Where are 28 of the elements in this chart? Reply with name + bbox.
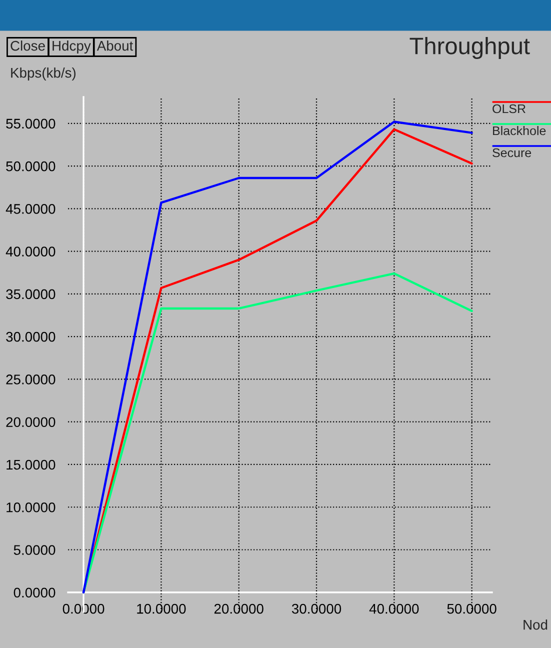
x-tick-label: 10.0000 xyxy=(137,604,186,614)
y-tick-label: 25.0000 xyxy=(6,374,56,384)
legend-label: OLSR xyxy=(492,104,526,114)
y-tick-label: 45.0000 xyxy=(6,204,56,214)
text: About xyxy=(96,40,134,51)
line-series xyxy=(82,272,473,594)
x-tick-label: 0.0000 xyxy=(62,604,104,614)
y-tick-label: 10.0000 xyxy=(6,502,56,512)
y-tick-label: 35.0000 xyxy=(6,289,56,300)
y-tick-label: 15.0000 xyxy=(6,460,56,470)
y-tick-label: 0.0000 xyxy=(14,588,56,598)
y-tick-label: 55.0000 xyxy=(6,118,56,129)
x-tick-label: 30.0000 xyxy=(292,604,342,614)
legend-label: Secure xyxy=(492,148,532,158)
text: Close xyxy=(10,40,45,51)
x-tick-label: 20.0000 xyxy=(214,604,264,614)
x-axis-title: Nod xyxy=(524,620,548,630)
x-tick-label: 40.0000 xyxy=(369,604,419,614)
y-tick-label: 40.0000 xyxy=(6,246,56,256)
text: Hdcpy xyxy=(52,40,91,54)
y-tick-label: 20.0000 xyxy=(6,417,56,428)
y-axis-title: Kbps(kb/s) xyxy=(11,68,76,80)
y-tick-label: 30.0000 xyxy=(6,332,56,342)
y-tick-label: 50.0000 xyxy=(6,161,56,172)
legend-label: Blackhole xyxy=(493,126,546,136)
chart-title: Throughput xyxy=(410,36,530,60)
x-tick-label: 50.0000 xyxy=(447,604,496,614)
y-tick-label: 5.0000 xyxy=(14,545,56,555)
